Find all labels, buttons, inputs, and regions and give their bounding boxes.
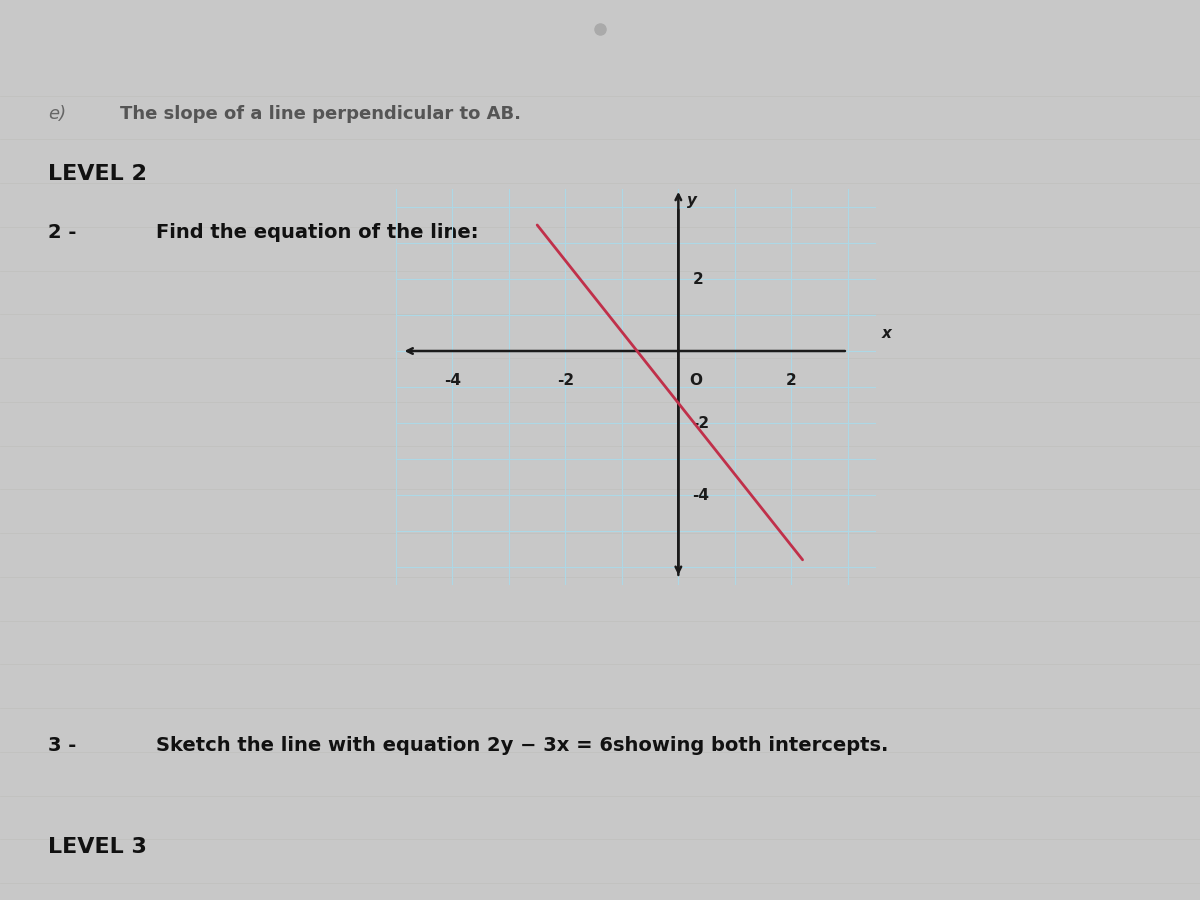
- Text: -4: -4: [692, 488, 709, 502]
- Text: -2: -2: [557, 373, 574, 388]
- Text: -4: -4: [444, 373, 461, 388]
- Text: 2: 2: [786, 373, 797, 388]
- Text: Sketch the line with equation 2y − 3x = 6showing both intercepts.: Sketch the line with equation 2y − 3x = …: [156, 736, 888, 755]
- Text: LEVEL 3: LEVEL 3: [48, 837, 146, 857]
- Text: O: O: [690, 373, 703, 388]
- Text: Find the equation of the line:: Find the equation of the line:: [156, 222, 479, 241]
- Text: 2 -: 2 -: [48, 222, 77, 241]
- Text: 2: 2: [692, 272, 703, 286]
- Text: 3 -: 3 -: [48, 736, 77, 755]
- Text: e): e): [48, 104, 66, 122]
- Text: y: y: [688, 193, 697, 208]
- Text: The slope of a line perpendicular to AB.: The slope of a line perpendicular to AB.: [120, 104, 521, 122]
- Text: x: x: [882, 326, 892, 340]
- Text: LEVEL 2: LEVEL 2: [48, 164, 146, 184]
- Text: -2: -2: [692, 416, 709, 430]
